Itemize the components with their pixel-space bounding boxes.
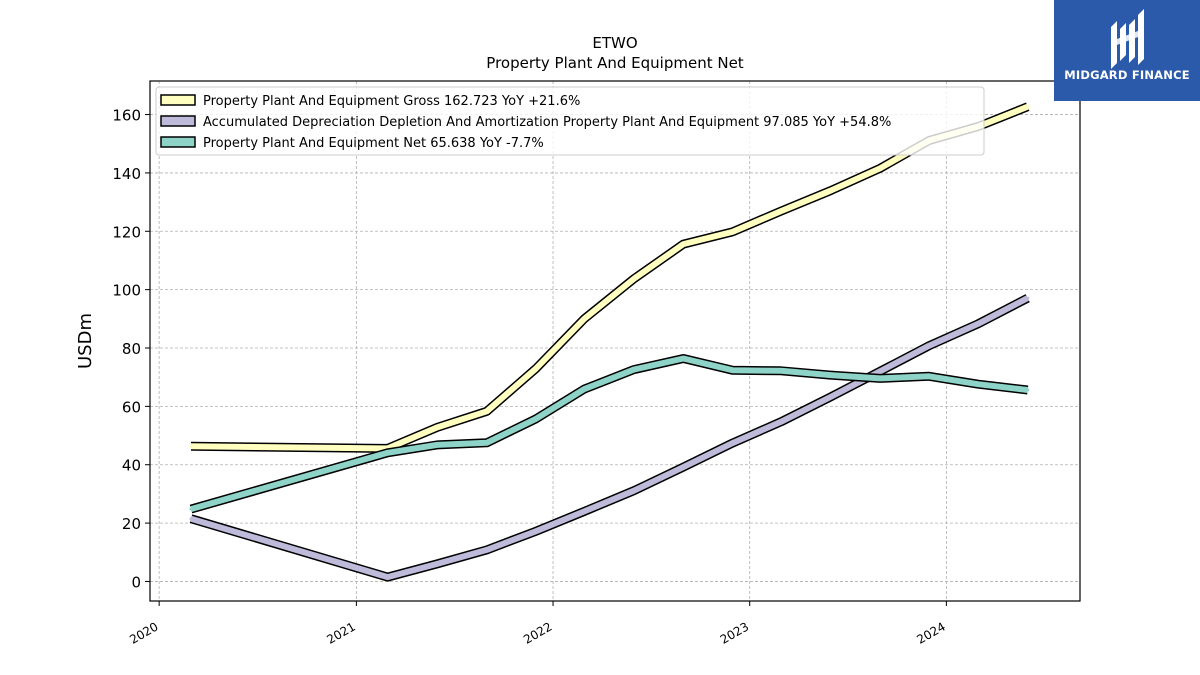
data-point bbox=[386, 575, 390, 579]
data-point bbox=[582, 509, 586, 513]
data-point bbox=[976, 322, 980, 326]
data-point bbox=[927, 374, 931, 378]
data-point bbox=[681, 242, 685, 246]
x-axis: 2020 2021 2022 2023 2024 bbox=[127, 601, 948, 647]
midgard-logo-icon bbox=[1111, 9, 1144, 69]
data-point bbox=[878, 376, 882, 380]
data-point bbox=[976, 382, 980, 386]
data-point bbox=[386, 451, 390, 455]
data-point bbox=[730, 441, 734, 445]
data-point bbox=[632, 489, 636, 493]
legend: Property Plant And Equipment Gross 162.7… bbox=[155, 86, 985, 156]
y-tick-label: 0 bbox=[131, 573, 141, 591]
y-tick-label: 80 bbox=[122, 340, 141, 358]
data-point bbox=[730, 368, 734, 372]
data-point bbox=[779, 369, 783, 373]
data-point bbox=[927, 344, 931, 348]
data-point bbox=[878, 369, 882, 373]
data-point bbox=[878, 166, 882, 170]
data-point bbox=[582, 317, 586, 321]
y-tick-label: 40 bbox=[122, 457, 141, 475]
series-line-0 bbox=[190, 103, 1029, 452]
series-line-1 bbox=[190, 295, 1030, 581]
data-point bbox=[582, 387, 586, 391]
data-point bbox=[1026, 388, 1030, 392]
legend-entry: Property Plant And Equipment Gross 162.7… bbox=[203, 94, 580, 109]
data-point bbox=[435, 425, 439, 429]
y-tick-label: 140 bbox=[112, 165, 141, 183]
data-point bbox=[435, 443, 439, 447]
y-tick-label: 160 bbox=[112, 107, 141, 125]
series-lines bbox=[189, 102, 1030, 582]
y-tick-label: 100 bbox=[112, 282, 141, 300]
y-axis: 0 20 40 60 80 100 120 140 160 bbox=[112, 107, 150, 591]
data-point bbox=[779, 209, 783, 213]
data-point bbox=[435, 562, 439, 566]
x-tick-label: 2021 bbox=[324, 619, 357, 646]
data-point bbox=[485, 548, 489, 552]
legend-box bbox=[155, 86, 985, 156]
data-point bbox=[681, 357, 685, 361]
series-outline-1 bbox=[189, 294, 1030, 582]
data-point bbox=[779, 420, 783, 424]
y-tick-label: 60 bbox=[122, 398, 141, 416]
data-point bbox=[485, 409, 489, 413]
y-axis-label: USDm bbox=[75, 313, 96, 369]
x-tick-label: 2024 bbox=[914, 619, 947, 646]
data-point bbox=[485, 441, 489, 445]
midgard-finance-logo: MIDGARD FINANCE bbox=[1054, 0, 1200, 101]
data-point bbox=[829, 395, 833, 399]
data-point bbox=[829, 189, 833, 193]
y-tick-label: 20 bbox=[122, 515, 141, 533]
legend-swatch bbox=[160, 94, 196, 106]
data-point bbox=[632, 277, 636, 281]
data-point bbox=[632, 368, 636, 372]
chart-subtitle: Property Plant And Equipment Net bbox=[486, 54, 743, 72]
data-point bbox=[189, 507, 193, 511]
x-tick-label: 2023 bbox=[718, 619, 751, 646]
legend-swatch bbox=[160, 136, 196, 148]
data-point bbox=[730, 230, 734, 234]
data-point bbox=[534, 367, 538, 371]
data-point bbox=[1026, 296, 1030, 300]
data-point bbox=[829, 373, 833, 377]
data-point bbox=[534, 529, 538, 533]
legend-entry: Property Plant And Equipment Net 65.638 … bbox=[203, 136, 544, 151]
data-point bbox=[189, 444, 193, 448]
data-point bbox=[189, 517, 193, 521]
data-point bbox=[681, 465, 685, 469]
y-tick-label: 120 bbox=[112, 223, 141, 241]
data-point bbox=[1026, 105, 1030, 109]
logo-text: MIDGARD FINANCE bbox=[1064, 68, 1190, 82]
legend-entry: Accumulated Depreciation Depletion And A… bbox=[203, 115, 891, 130]
data-point bbox=[534, 417, 538, 421]
plot-frame bbox=[149, 80, 1081, 602]
chart-title: ETWO bbox=[592, 34, 637, 52]
x-tick-label: 2020 bbox=[127, 619, 160, 646]
x-tick-label: 2022 bbox=[521, 619, 554, 646]
legend-swatch bbox=[160, 115, 196, 127]
